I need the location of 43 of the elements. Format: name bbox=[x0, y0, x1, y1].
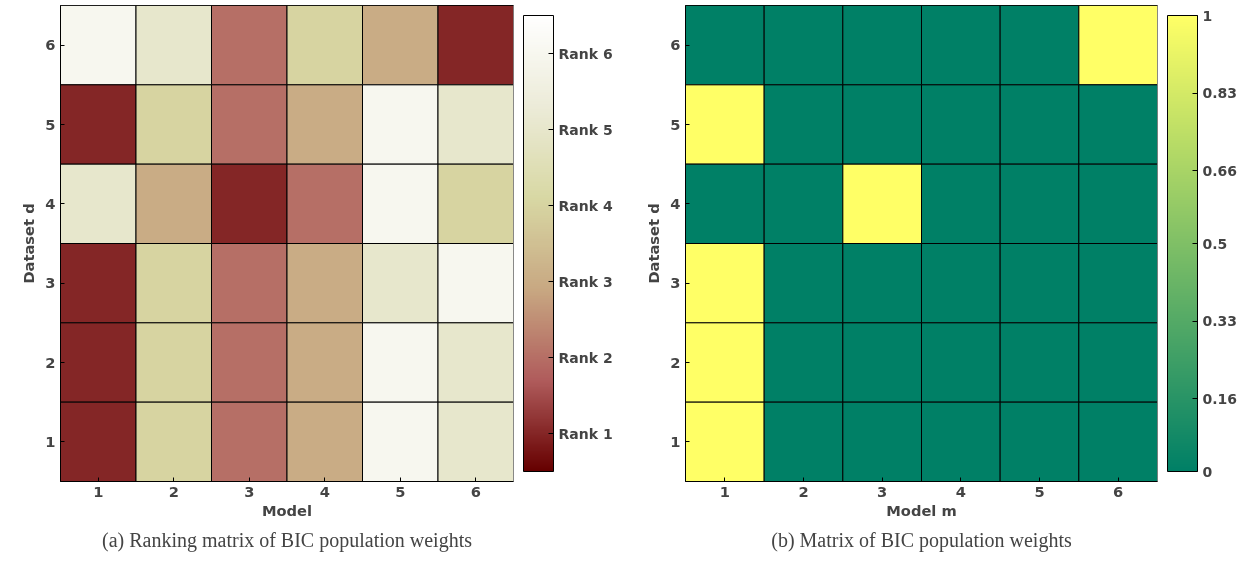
x-axis-title: Model m bbox=[886, 501, 957, 519]
y-tick-label: 6 bbox=[45, 36, 56, 54]
x-tick-label: 6 bbox=[470, 482, 481, 500]
color-bar-label: 0.83 bbox=[1202, 85, 1238, 102]
x-tick-label: 5 bbox=[395, 482, 406, 500]
x-tick-label: 2 bbox=[168, 482, 179, 500]
y-tick-label: 4 bbox=[45, 194, 56, 212]
y-tick-label: 1 bbox=[45, 432, 56, 450]
y-tick-label: 3 bbox=[45, 274, 56, 292]
text: (b) Matrix of BIC population weights bbox=[771, 528, 1072, 552]
color-bar-label: Rank 3 bbox=[558, 273, 613, 290]
color-bar-label: Rank 2 bbox=[558, 349, 613, 366]
y-tick-label: 5 bbox=[45, 115, 56, 133]
color-bar-label: 0.5 bbox=[1202, 235, 1228, 252]
x-axis-title: Model bbox=[261, 501, 313, 519]
x-tick-label: 4 bbox=[319, 482, 330, 500]
color-bar-label: Rank 4 bbox=[558, 197, 613, 214]
color-bar-label: 0.16 bbox=[1202, 390, 1238, 407]
y-tick-label: 6 bbox=[670, 36, 681, 54]
x-tick-label: 2 bbox=[798, 482, 809, 500]
x-tick-label: 5 bbox=[1034, 482, 1045, 500]
y-tick-label: 4 bbox=[670, 194, 681, 212]
color-bar-label: Rank 5 bbox=[558, 121, 613, 138]
y-axis-title: Dataset d bbox=[645, 203, 663, 284]
color-bar-label: Rank 6 bbox=[558, 45, 613, 62]
y-axis-title: Dataset d bbox=[20, 203, 38, 284]
x-tick-label: 1 bbox=[719, 482, 730, 500]
x-tick-label: 6 bbox=[1113, 482, 1124, 500]
color-bar-label: Rank 1 bbox=[558, 425, 613, 442]
color-bar-label: 0.66 bbox=[1202, 162, 1238, 179]
x-tick-label: 3 bbox=[877, 482, 888, 500]
text: (a) Ranking matrix of BIC population weights bbox=[102, 528, 473, 552]
x-tick-label: 1 bbox=[93, 482, 104, 500]
color-bar-label: 0 bbox=[1202, 463, 1213, 480]
y-tick-label: 3 bbox=[670, 274, 681, 292]
color-bar-label: 0.33 bbox=[1202, 313, 1238, 330]
y-tick-label: 1 bbox=[670, 432, 681, 450]
x-tick-label: 4 bbox=[955, 482, 966, 500]
color-bar-label: 1 bbox=[1202, 7, 1213, 24]
y-tick-label: 2 bbox=[45, 353, 56, 371]
y-tick-label: 5 bbox=[670, 115, 681, 133]
x-tick-label: 3 bbox=[244, 482, 255, 500]
y-tick-label: 2 bbox=[670, 353, 681, 371]
